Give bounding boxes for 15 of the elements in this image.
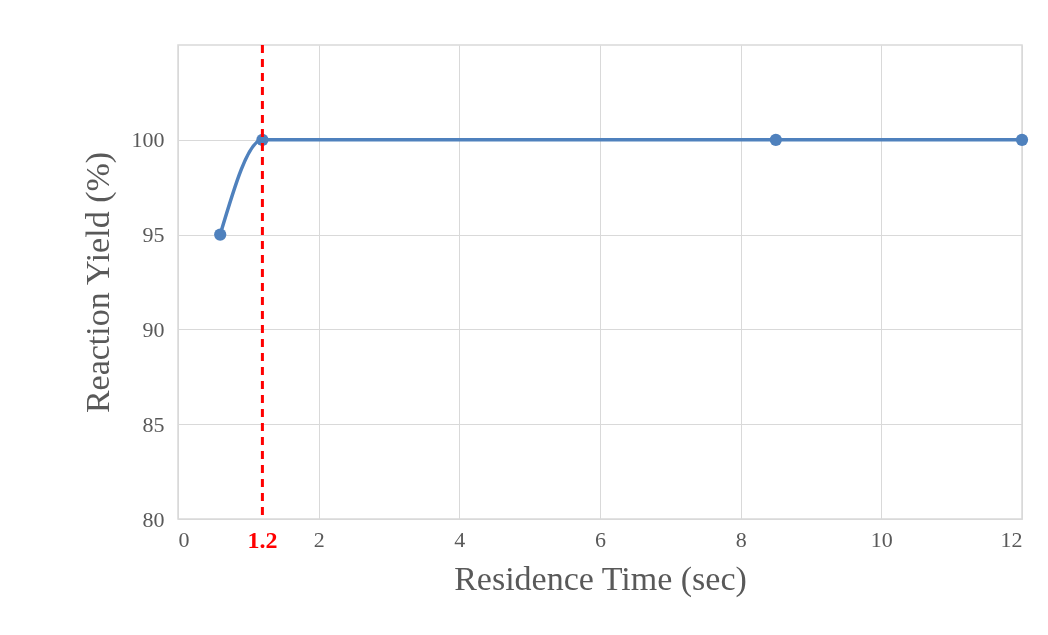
x-tick-label: 4 xyxy=(454,526,466,552)
y-tick-label: 80 xyxy=(142,506,165,532)
x-tick-label: 6 xyxy=(595,526,606,552)
x-tick-label: 0 xyxy=(178,526,190,552)
x-tick-label: 2 xyxy=(313,526,325,552)
y-tick-label: 95 xyxy=(142,222,165,248)
y-tick-label: 85 xyxy=(142,411,165,437)
y-tick-label: 100 xyxy=(131,127,165,153)
x-tick-label: 12 xyxy=(1000,526,1023,552)
x-tick-label: 10 xyxy=(870,526,893,552)
x-tick-label: 8 xyxy=(735,526,747,552)
y-axis-title: Reaction Yield (%) xyxy=(78,151,117,414)
x-axis-title: Residence Time (sec) xyxy=(454,559,747,598)
ref-line-label: 1.2 xyxy=(247,527,278,553)
y-tick-label: 90 xyxy=(142,316,165,342)
